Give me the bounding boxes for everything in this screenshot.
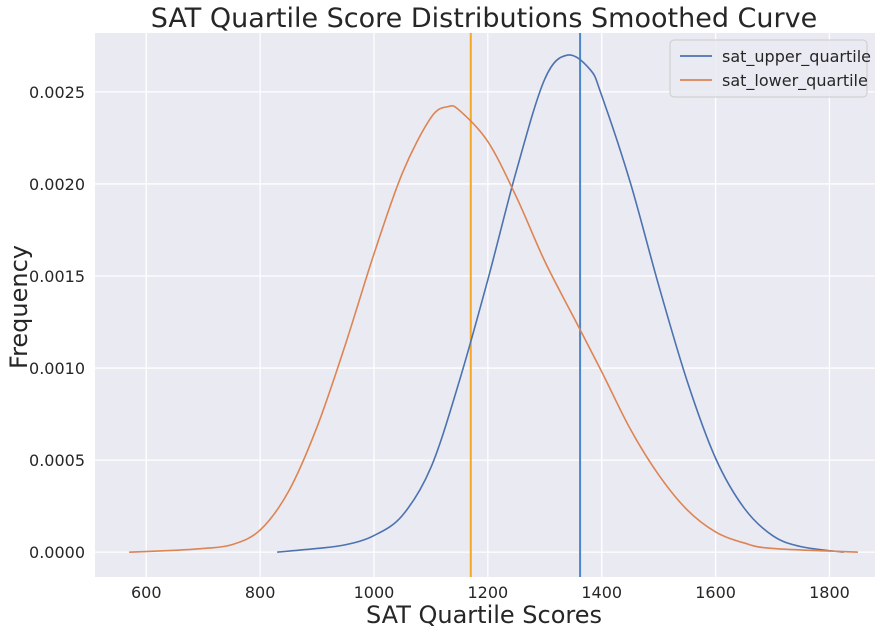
- x-tick-label: 1000: [354, 583, 395, 602]
- x-axis-ticks: 600 800 1000 1200 1400 1600 1800: [131, 583, 850, 602]
- y-tick-label: 0.0015: [29, 267, 85, 286]
- series-lines: [129, 54, 858, 553]
- y-tick-label: 0.0020: [29, 175, 85, 194]
- reference-lines: [469, 33, 582, 577]
- legend-box: [669, 39, 868, 98]
- legend: sat_upper_quartile sat_lower_quartile: [669, 39, 871, 98]
- series-line-sat-upper-quartile: [277, 54, 844, 553]
- y-tick-label: 0.0010: [29, 359, 85, 378]
- y-tick-label: 0.0005: [29, 451, 85, 470]
- legend-entry: sat_upper_quartile: [722, 47, 871, 67]
- plot-area: [95, 33, 875, 577]
- x-tick-label: 1800: [809, 583, 850, 602]
- y-axis-ticks: 0.0000 0.0005 0.0010 0.0015 0.0020 0.0025: [29, 83, 85, 562]
- y-axis-label: Frequency: [5, 245, 33, 369]
- series-line-sat-lower-quartile: [129, 104, 858, 553]
- legend-entry: sat_lower_quartile: [722, 71, 868, 91]
- x-axis-label: SAT Quartile Scores: [366, 601, 602, 629]
- y-tick-label: 0.0000: [29, 543, 85, 562]
- x-tick-label: 800: [245, 583, 276, 602]
- y-tick-label: 0.0025: [29, 83, 85, 102]
- chart-title: SAT Quartile Score Distributions Smoothe…: [151, 3, 817, 34]
- x-tick-label: 1600: [695, 583, 736, 602]
- x-tick-label: 1200: [467, 583, 508, 602]
- x-tick-label: 600: [131, 583, 162, 602]
- x-tick-label: 1400: [581, 583, 622, 602]
